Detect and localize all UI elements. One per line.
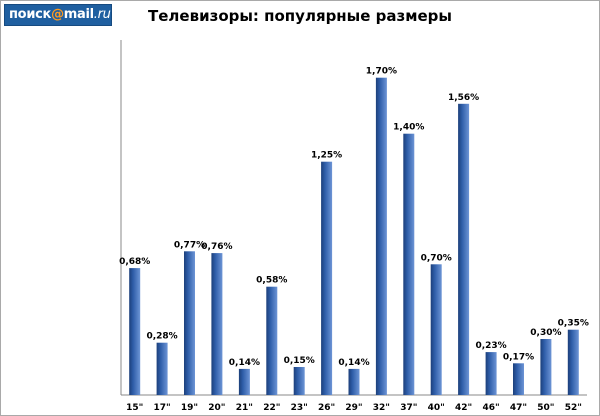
x-tick-label: 52" — [565, 403, 582, 413]
bar-value-label: 0,70% — [421, 253, 452, 263]
bar-value-label: 1,40% — [393, 123, 424, 133]
bar-value-label: 1,56% — [448, 93, 479, 103]
x-tick-label: 37" — [400, 403, 417, 413]
x-tick-label: 15" — [126, 403, 143, 413]
bar-value-label: 0,35% — [558, 319, 589, 329]
bar-value-label: 0,14% — [229, 358, 260, 368]
x-tick-label: 42" — [455, 403, 472, 413]
x-tick-label: 47" — [510, 403, 527, 413]
bar-16 — [567, 329, 579, 395]
bar-13 — [485, 352, 497, 395]
x-tick-label: 32" — [373, 403, 390, 413]
bars-group — [129, 77, 579, 396]
bar-value-label: 0,58% — [256, 276, 287, 286]
x-tick-label: 40" — [428, 403, 445, 413]
x-tick-label: 23" — [291, 403, 308, 413]
bar-7 — [321, 161, 333, 395]
bar-8 — [348, 368, 360, 395]
mail-ru-search-logo: поиск@mail.ru — [4, 4, 112, 26]
logo-part-mail: mail — [63, 7, 94, 22]
bar-4 — [238, 368, 250, 395]
bar-14 — [513, 363, 524, 395]
x-tick-labels-group: 15" 17" 19" 20" 21" 22" 23" 26" 29" 32" 37" 40" 42" 4… — [126, 403, 582, 413]
x-tick-label: 29" — [345, 403, 362, 413]
bar-value-label: 0,17% — [503, 352, 534, 362]
bar-value-label: 0,15% — [284, 356, 315, 366]
x-tick-label: 46" — [482, 403, 499, 413]
x-tick-label: 17" — [153, 403, 170, 413]
bar-3 — [211, 253, 223, 395]
logo-domain: .ru — [93, 7, 111, 22]
bar-value-label: 0,28% — [146, 332, 177, 342]
x-tick-label: 50" — [537, 403, 554, 413]
bar-9 — [375, 77, 387, 395]
bar-6 — [293, 367, 305, 395]
x-tick-label: 21" — [236, 403, 253, 413]
bar-value-label: 0,76% — [201, 242, 232, 252]
bar-2 — [184, 251, 195, 395]
logo-at-sign: @ — [51, 7, 64, 22]
bar-value-label: 0,68% — [119, 257, 150, 267]
bar-12 — [458, 103, 470, 396]
bar-value-label: 0,30% — [530, 328, 561, 338]
x-tick-label: 22" — [263, 403, 280, 413]
bar-value-label: 1,70% — [366, 67, 397, 77]
x-tick-label: 20" — [208, 403, 225, 413]
bar-0 — [129, 268, 141, 395]
bar-value-label: 1,25% — [311, 151, 342, 161]
bar-15 — [540, 339, 552, 395]
bar-10 — [403, 133, 415, 395]
bar-value-label: 0,14% — [338, 358, 369, 368]
bar-1 — [156, 342, 168, 395]
bar-5 — [266, 286, 278, 395]
bar-value-label: 0,23% — [475, 341, 506, 351]
bar-11 — [430, 264, 442, 395]
value-labels-group: 0,68% 0,28% 0,77%0,76% 0,14% 0,58% 0,15% 1,25%… — [119, 67, 589, 368]
x-tick-label: 19" — [181, 403, 198, 413]
chart-title: Телевизоры: популярные размеры — [148, 7, 452, 25]
bar-value-label: 0,77% — [174, 240, 205, 250]
x-tick-label: 26" — [318, 403, 335, 413]
logo-part-search: поиск — [9, 7, 52, 22]
